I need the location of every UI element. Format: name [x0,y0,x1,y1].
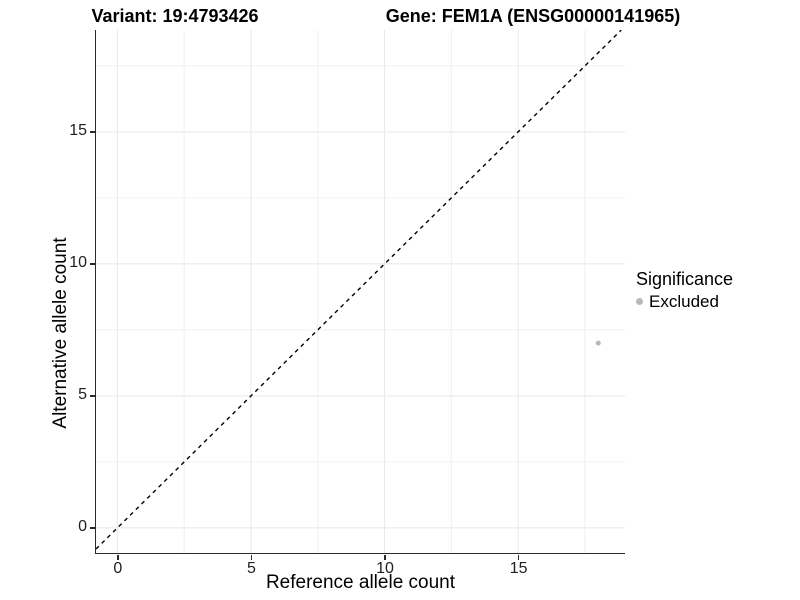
legend-items: Excluded [636,292,733,312]
data-point [595,340,601,346]
x-axis-tick-mark [250,554,253,560]
legend-key-dot-icon [636,298,643,306]
legend-item-label: Excluded [649,291,719,311]
legend-title: Significance [636,269,734,289]
x-axis-tick-label: 10 [376,560,394,577]
legend: Significance Excluded [636,269,734,312]
y-axis-tick-mark [90,527,95,529]
y-axis-tick-label: 0 [78,517,87,535]
plot-panel [95,30,625,554]
x-axis-tick-mark [117,554,119,560]
x-axis-title: Reference allele count [265,572,456,593]
identity-line [96,30,622,550]
legend-item-excluded: Excluded [636,292,733,312]
y-axis-tick-mark [90,131,95,133]
y-axis-tick-mark [90,395,95,397]
x-axis-tick-mark [384,554,386,560]
y-axis-tick-mark [90,263,95,265]
plot-title-variant: Variant: 19:4793426 [91,6,259,26]
y-axis-tick-label: 15 [69,121,87,139]
x-axis-tick-label: 0 [113,560,123,577]
x-axis-tick-label: 15 [509,560,528,577]
y-axis-tick-label: 10 [69,253,87,271]
plot-canvas [96,30,625,553]
y-axis-tick-label: 5 [78,385,87,403]
plot-title-gene: Gene: FEM1A (ENSG00000141965) [385,6,681,26]
x-axis-tick-mark [517,554,520,560]
x-axis-tick-label: 5 [247,560,256,577]
